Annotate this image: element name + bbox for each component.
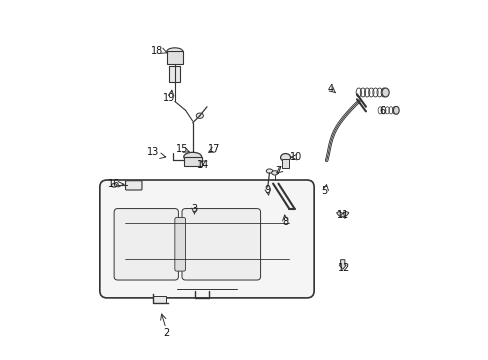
Bar [153,296,165,303]
Text: 3: 3 [191,203,197,213]
Text: 2: 2 [163,328,169,338]
Ellipse shape [381,88,388,97]
Ellipse shape [111,184,117,187]
FancyBboxPatch shape [114,208,178,280]
FancyBboxPatch shape [100,180,313,298]
Ellipse shape [393,107,398,114]
Text: 17: 17 [208,144,220,154]
Bar [169,66,180,82]
Ellipse shape [266,169,272,173]
Text: 10: 10 [289,152,302,162]
Text: 16: 16 [108,179,120,189]
Text: 15: 15 [176,144,188,154]
Text: 11: 11 [337,210,349,220]
Text: 13: 13 [147,147,159,157]
Bar [282,159,288,168]
Ellipse shape [166,48,183,55]
Text: 5: 5 [321,186,326,196]
FancyBboxPatch shape [175,217,185,271]
Text: 14: 14 [196,160,208,170]
Text: 18: 18 [150,46,163,56]
Bar [183,157,201,166]
FancyBboxPatch shape [182,208,260,280]
Text: 9: 9 [264,185,269,195]
Text: 8: 8 [282,217,288,227]
Text: 19: 19 [163,93,175,103]
Text: 12: 12 [337,263,349,273]
Ellipse shape [196,113,203,118]
Ellipse shape [280,154,290,161]
FancyArrow shape [339,260,346,269]
Ellipse shape [271,171,278,175]
Bar [166,51,183,64]
FancyBboxPatch shape [125,181,142,190]
Ellipse shape [183,152,201,161]
Text: 7: 7 [275,166,282,176]
Wedge shape [336,211,348,217]
Text: 6: 6 [379,107,385,116]
Text: 4: 4 [326,84,333,94]
